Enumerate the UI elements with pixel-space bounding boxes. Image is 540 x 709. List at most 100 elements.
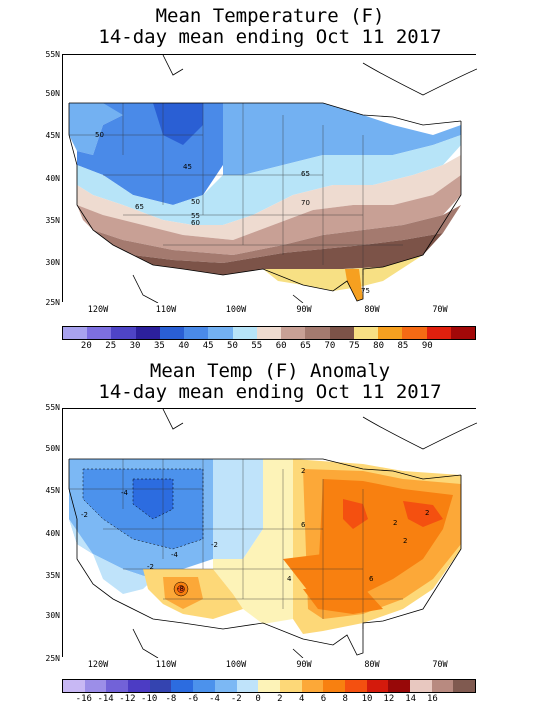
top-colorbar-tick-label: 60 (275, 341, 287, 351)
top-contour-label: 45 (183, 163, 192, 171)
bottom-colorbar-tick-label: -16 (75, 694, 92, 704)
bottom-map-title-line2: 14-day mean ending Oct 11 2017 (98, 381, 442, 403)
top-lon-90w: 90W (296, 305, 312, 315)
top-colorbar-swatch (232, 327, 257, 339)
bottom-lon-90w: 90W (296, 660, 312, 670)
bottom-colorbar-swatch (388, 680, 410, 692)
bottom-lat-55: 55N (45, 403, 60, 412)
top-lat-40: 40N (45, 174, 60, 183)
bottom-lon-120w: 120W (87, 660, 109, 670)
bottom-colorbar-swatch (84, 680, 107, 692)
top-lon-120w: 120W (87, 305, 109, 315)
top-colorbar-swatch (135, 327, 160, 339)
top-map-canvas: 50 45 50 55 60 65 65 70 75 (63, 55, 477, 303)
top-colorbar-swatch (378, 327, 403, 339)
top-lat-45: 45N (45, 131, 60, 140)
top-lon-100w: 100W (225, 305, 247, 315)
top-map-frame: 50 45 50 55 60 65 65 70 75 (62, 54, 477, 303)
bottom-contour-label: -2 (81, 511, 88, 519)
bottom-colorbar-swatch (149, 680, 172, 692)
top-map-title: Mean Temperature (F) 14-day mean ending … (0, 6, 540, 48)
top-lon-110w: 110W (155, 305, 177, 315)
bottom-colorbar-tick-label: -2 (230, 694, 242, 704)
top-colorbar-swatch (402, 327, 427, 339)
top-colorbar-swatch (208, 327, 233, 339)
bottom-colorbar-swatch (236, 680, 259, 692)
top-contour-label: 50 (191, 198, 200, 206)
bottom-colorbar-swatch (128, 680, 150, 692)
bottom-contour-label: 6 (301, 521, 306, 529)
bottom-colorbar-swatch (344, 680, 367, 692)
top-lat-25: 25N (45, 298, 60, 307)
bottom-colorbar-tick-label: 12 (383, 694, 395, 704)
top-contour-label: 50 (95, 131, 104, 139)
bottom-colorbar-tick-label: -10 (141, 694, 158, 704)
bottom-contour-label: 6 (369, 575, 374, 583)
top-map-title-line2: 14-day mean ending Oct 11 2017 (98, 26, 442, 48)
top-colorbar-swatch (87, 327, 112, 339)
bottom-colorbar-tick-label: 8 (342, 694, 348, 704)
bottom-colorbar-swatch (193, 680, 215, 692)
bottom-colorbar-tick-label: 16 (426, 694, 438, 704)
bottom-colorbar-labels: -16 -14 -12 -10 -8 -6 -4 -2 0 2 4 6 8 10 12 14 16 (62, 694, 476, 706)
bottom-lat-35: 35N (45, 571, 60, 580)
top-colorbar-tick-label: 70 (324, 341, 336, 351)
top-colorbar-swatch (353, 327, 379, 339)
bottom-lat-30: 30N (45, 611, 60, 620)
top-colorbar-tick-label: 50 (227, 341, 238, 351)
bottom-lat-50: 50N (45, 444, 60, 453)
top-colorbar-tick-label: 55 (251, 341, 263, 351)
top-lon-70w: 70W (432, 305, 448, 315)
bottom-lat-40: 40N (45, 529, 60, 538)
bottom-colorbar-tick-label: 0 (255, 694, 261, 704)
bottom-contour-label: 4 (287, 575, 292, 583)
top-lon-80w: 80W (364, 305, 380, 315)
top-colorbar-swatch (450, 327, 475, 339)
bottom-colorbar-tick-label: -8 (165, 694, 177, 704)
bottom-colorbar-tick-label: 4 (298, 694, 305, 704)
top-contour-label: 55 (191, 212, 200, 220)
top-colorbar-tick-label: 65 (300, 341, 311, 351)
bottom-colorbar-swatch (279, 680, 302, 692)
bottom-colorbar (62, 679, 476, 693)
bottom-contour-label: -8 (177, 585, 184, 593)
bottom-colorbar-swatch (258, 680, 280, 692)
bottom-colorbar-tick-label: -4 (209, 694, 220, 704)
top-colorbar (62, 326, 476, 340)
top-lat-30: 30N (45, 258, 60, 267)
bottom-colorbar-swatch (453, 680, 476, 692)
top-lat-55: 55N (45, 50, 60, 59)
bottom-colorbar-swatch (431, 680, 454, 692)
bottom-colorbar-swatch (106, 680, 129, 692)
top-contour-label: 65 (301, 170, 310, 178)
bottom-contour-label: -4 (121, 489, 129, 497)
bottom-lon-70w: 70W (432, 660, 448, 670)
top-contour-label: 60 (191, 219, 200, 227)
bottom-contour-label: 2 (403, 537, 407, 545)
bottom-contour-label: -2 (211, 541, 218, 549)
bottom-colorbar-tick-label: 6 (320, 694, 327, 704)
top-colorbar-swatch (256, 327, 282, 339)
bottom-lat-25: 25N (45, 654, 60, 663)
top-colorbar-tick-label: 25 (105, 341, 117, 351)
bottom-colorbar-swatch (63, 680, 85, 692)
bottom-colorbar-swatch (301, 680, 324, 692)
top-colorbar-swatch (63, 327, 88, 339)
top-colorbar-swatch (159, 327, 185, 339)
top-colorbar-swatch (111, 327, 136, 339)
top-contour-label: 75 (361, 287, 370, 295)
top-contour-label: 65 (135, 203, 144, 211)
bottom-colorbar-tick-label: -12 (119, 694, 136, 704)
top-colorbar-tick-label: 75 (348, 341, 360, 351)
top-colorbar-swatch (426, 327, 451, 339)
bottom-colorbar-swatch (171, 680, 194, 692)
bottom-colorbar-tick-label: 10 (361, 694, 373, 704)
top-colorbar-tick-label: 40 (178, 341, 190, 351)
bottom-colorbar-tick-label: 2 (277, 694, 283, 704)
top-colorbar-swatch (281, 327, 306, 339)
bottom-colorbar-tick-label: -6 (187, 694, 199, 704)
top-lat-50: 50N (45, 89, 60, 98)
bottom-contour-label: 2 (425, 509, 429, 517)
bottom-lon-80w: 80W (364, 660, 380, 670)
bottom-contour-label: -2 (147, 563, 154, 571)
